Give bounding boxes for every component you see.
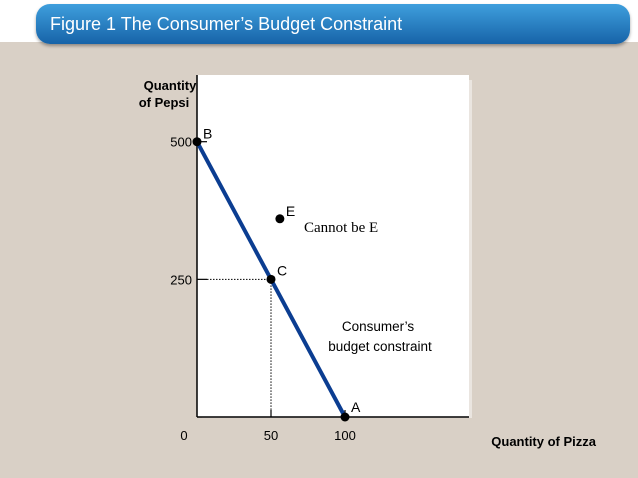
x-tick-label-100: 100	[334, 428, 356, 443]
plot-area	[197, 75, 469, 417]
budget-line-label-line-2: budget constraint	[328, 339, 432, 354]
point-label-a: A	[351, 399, 361, 415]
point-label-b: B	[203, 126, 212, 142]
x-tick-label-0: 0	[180, 428, 187, 443]
y-tick-label-250: 250	[170, 272, 192, 287]
point-label-e: E	[286, 203, 295, 219]
y-axis-label-line-2: of Pepsi	[139, 95, 190, 110]
point-c	[266, 274, 276, 284]
point-a	[340, 412, 350, 422]
slide-title: Figure 1 The Consumer’s Budget Constrain…	[50, 14, 403, 34]
point-e	[275, 214, 285, 224]
point-label-c: C	[277, 262, 287, 278]
y-axis-label-line-1: Quantity	[144, 78, 197, 93]
title-bar: Figure 1 The Consumer’s Budget Constrain…	[36, 4, 630, 44]
x-axis-label: Quantity of Pizza	[491, 434, 597, 449]
y-tick-label-500: 500	[170, 135, 192, 150]
x-tick-label-50: 50	[264, 428, 278, 443]
annotation-cannot-be-e: Cannot be E	[304, 220, 378, 236]
point-b	[192, 137, 202, 147]
budget-line-label-line-1: Consumer’s	[342, 319, 415, 334]
